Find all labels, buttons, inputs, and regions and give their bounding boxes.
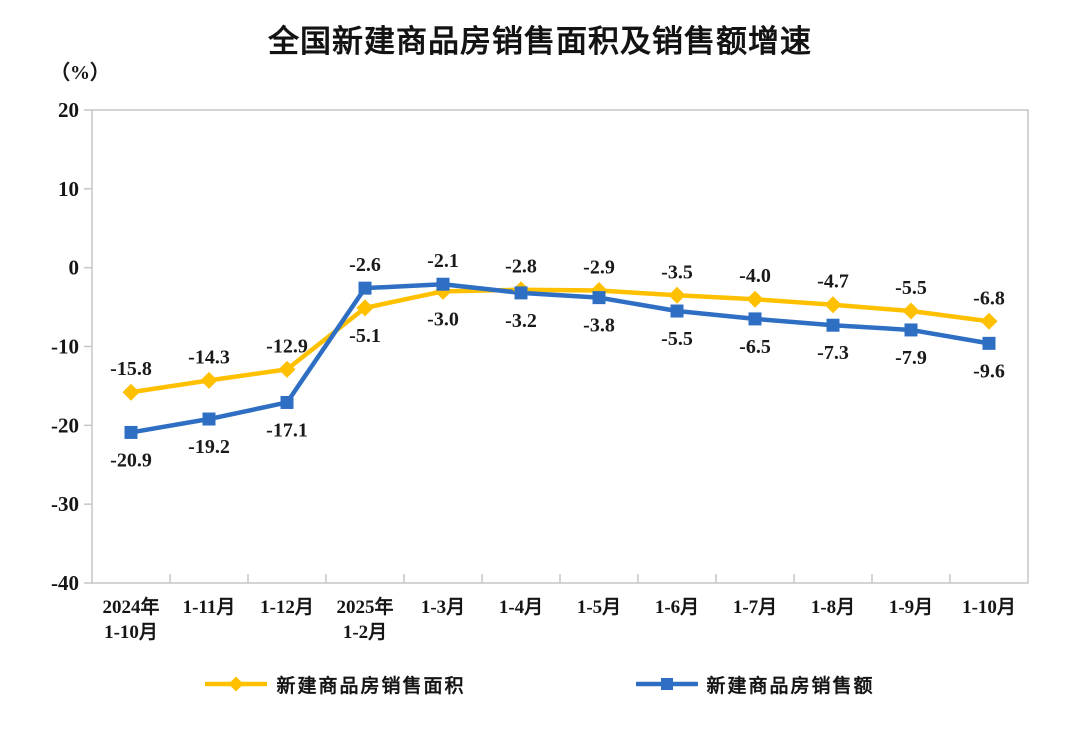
legend-item-0: 新建商品房销售面积 <box>205 671 465 698</box>
x-tick-label: 1-9月 <box>889 597 933 618</box>
data-point-marker <box>980 312 998 330</box>
legend-item-1: 新建商品房销售额 <box>635 671 875 698</box>
value-label: -5.5 <box>895 277 927 299</box>
value-label: -20.9 <box>110 449 152 471</box>
y-tick-label: -30 <box>51 492 79 516</box>
x-tick-label: 1-7月 <box>733 597 777 618</box>
value-label: -15.8 <box>110 358 152 380</box>
x-tick-label: 1-6月 <box>655 597 699 618</box>
line-chart: 20 10 0 -10 -20 -30 -40 2024年 1-10月 1-11月 1-12月 202… <box>51 98 1029 643</box>
value-label: -3.8 <box>583 315 615 337</box>
plot-border <box>91 109 1029 584</box>
series-line-1 <box>128 281 992 435</box>
y-tick-label: 0 <box>69 256 80 280</box>
legend-label: 新建商品房销售额 <box>706 675 875 697</box>
value-label: -3.0 <box>427 308 459 330</box>
data-point-marker <box>670 304 684 318</box>
data-point-marker <box>122 383 140 401</box>
x-tick-label: 2025年 1-2月 <box>336 595 393 643</box>
legend-square-marker-icon <box>635 678 698 690</box>
y-tick-label: 10 <box>58 177 79 201</box>
value-label: -5.1 <box>349 325 381 347</box>
legend-label: 新建商品房销售面积 <box>276 675 466 697</box>
x-tick-label: 1-11月 <box>183 597 236 618</box>
x-tick-label: 1-3月 <box>421 597 465 618</box>
data-point-marker <box>746 290 764 308</box>
y-tick-label: -20 <box>51 413 79 437</box>
value-label: -2.9 <box>583 257 615 279</box>
value-label: -3.2 <box>505 310 537 332</box>
data-point-marker <box>202 412 216 426</box>
value-label: -2.6 <box>349 254 381 276</box>
value-label: -3.5 <box>661 261 693 283</box>
series-line-0 <box>128 287 992 395</box>
value-label: -2.8 <box>505 256 537 278</box>
value-label: -14.3 <box>188 346 230 368</box>
data-point-marker <box>824 296 842 314</box>
data-point-marker <box>436 277 450 291</box>
y-axis-unit-label: （%） <box>50 62 110 84</box>
x-tick-label: 1-4月 <box>499 597 543 618</box>
legend-diamond-marker-icon <box>205 676 268 692</box>
y-tick-label: -10 <box>51 335 79 359</box>
data-point-marker <box>904 323 918 337</box>
value-label: -7.9 <box>895 347 927 369</box>
data-point-marker <box>592 291 606 305</box>
value-label: -17.1 <box>266 419 308 441</box>
x-tick-label: 2024年 1-10月 <box>102 595 159 643</box>
chart-title: 全国新建商品房销售面积及销售额增速 <box>268 24 812 59</box>
data-point-marker <box>748 312 762 326</box>
data-point-marker <box>356 299 374 317</box>
value-label: -4.7 <box>817 271 849 293</box>
data-point-marker <box>280 395 294 409</box>
data-point-marker <box>124 425 138 439</box>
value-label: -6.5 <box>739 336 771 358</box>
x-tick-label: 1-12月 <box>260 597 314 618</box>
data-point-marker <box>982 336 996 350</box>
x-tick-label: 1-8月 <box>811 597 855 618</box>
value-label: -12.9 <box>266 335 308 357</box>
value-label: -19.2 <box>188 436 230 458</box>
data-point-marker <box>278 360 296 378</box>
x-tick-label: 1-10月 <box>962 597 1016 618</box>
x-tick-label: 1-5月 <box>577 597 621 618</box>
y-tick-label: -40 <box>51 571 79 595</box>
data-point-marker <box>514 286 528 300</box>
value-label: -2.1 <box>427 250 459 272</box>
value-label: -6.8 <box>973 287 1005 309</box>
data-point-marker <box>358 281 372 295</box>
y-tick-label: 20 <box>58 98 79 122</box>
data-point-marker <box>668 286 686 304</box>
value-label: -5.5 <box>661 328 693 350</box>
data-point-marker <box>902 302 920 320</box>
chart-legend: 新建商品房销售面积 新建商品房销售额 <box>0 666 1080 702</box>
data-point-marker <box>200 371 218 389</box>
value-label: -4.0 <box>739 265 771 287</box>
value-label: -9.6 <box>973 360 1005 382</box>
value-label: -7.3 <box>817 342 849 364</box>
data-point-marker <box>826 318 840 332</box>
